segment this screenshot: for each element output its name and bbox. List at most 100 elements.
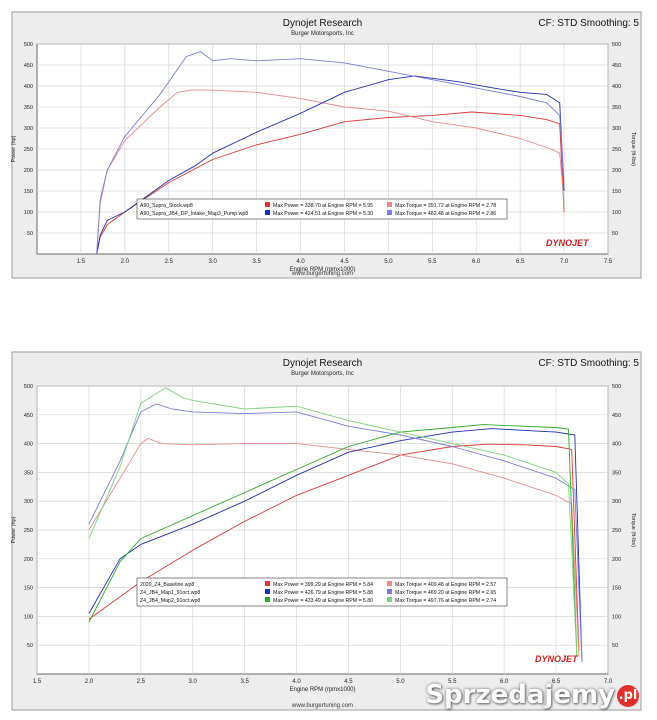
y-tick-label-right: 300 [612, 499, 621, 505]
chart-subtitle: Burger Motorsports, Inc [291, 31, 354, 37]
x-tick-label: 5.0 [396, 679, 405, 685]
y-axis-label-left: Power (hp) [11, 516, 17, 543]
watermark-text: Sprzedajemy [425, 680, 615, 710]
x-axis-label: Engine RPM (rpmx1000) [289, 267, 355, 273]
x-tick-label: 1.5 [77, 259, 86, 265]
legend-power-swatch [265, 202, 270, 207]
x-tick-label: 7.5 [604, 259, 613, 265]
legend-box [136, 577, 508, 607]
chart-title: Dynojet Research [283, 18, 362, 29]
series-line [88, 387, 578, 657]
y-tick-label-right: 400 [612, 84, 621, 90]
x-tick-label: 4.5 [340, 259, 349, 265]
y-tick-label-right: 350 [612, 105, 621, 111]
sprzedajemy-watermark: Sprzedajemy .pl [425, 680, 639, 710]
x-tick-label: 4.0 [296, 259, 305, 265]
x-tick-label: 7.0 [604, 679, 613, 685]
legend-max-power: Max Power = 424.51 at Engine RPM = 5.30 [273, 211, 373, 217]
legend-run-name: Z4_JB4_Map2_91oct.wp8 [140, 598, 200, 604]
y-tick-label-left: 150 [24, 586, 33, 592]
legend-max-torque: Max Torque = 482.48 at Engine RPM = 2.86 [395, 211, 496, 217]
x-tick-label: 4.0 [292, 679, 301, 685]
y-axis-label-left: Power (hp) [11, 135, 17, 162]
dyno-chart-panel-top: Dynojet Research Burger Motorsports, Inc C… [0, 0, 657, 290]
legend-torque-swatch [387, 581, 392, 586]
y-tick-label-left: 350 [24, 105, 33, 111]
y-tick-label-right: 250 [612, 147, 621, 153]
chart-footer: www.burgertuning.com [291, 703, 353, 709]
y-axis-label-right: Torque (ft-lbs) [630, 132, 636, 166]
x-tick-label: 6.5 [552, 679, 561, 685]
legend-run-name: 2020_Z4_Baseline.wp8 [140, 582, 194, 588]
legend-max-torque: Max Torque = 497.76 at Engine RPM = 2.74 [395, 598, 496, 604]
y-tick-label-left: 400 [24, 84, 33, 90]
y-tick-label-right: 50 [612, 231, 618, 237]
series-line [96, 89, 565, 255]
dyno-chart-bottom: Dynojet Research Burger Motorsports, Inc C… [11, 351, 642, 711]
y-tick-label-right: 100 [612, 210, 621, 216]
y-tick-label-left: 500 [24, 384, 33, 390]
y-tick-label-left: 100 [24, 210, 33, 216]
y-tick-label-right: 200 [612, 168, 621, 174]
y-tick-label-left: 200 [24, 168, 33, 174]
legend-max-torque: Max Torque = 391.72 at Engine RPM = 2.78 [395, 203, 496, 209]
chart-legend: 2020_Z4_Baseline.wp8 Max Power = 399.29 a… [136, 577, 508, 607]
y-tick-label-right: 100 [612, 614, 621, 620]
y-tick-label-right: 300 [612, 126, 621, 132]
x-tick-label: 1.5 [33, 679, 42, 685]
x-tick-label: 5.0 [384, 259, 393, 265]
x-tick-label: 6.0 [500, 679, 509, 685]
dynojet-logo: DYNOJET [535, 654, 579, 664]
legend-run-name: A90_Supra_Stock.wp8 [140, 203, 193, 209]
chart-subtitle: Burger Motorsports, Inc [291, 371, 354, 377]
chart-legend: A90_Supra_Stock.wp8 Max Power = 338.70 at… [136, 198, 508, 220]
dyno-chart-panel-bottom: Dynojet Research Burger Motorsports, Inc C… [0, 340, 657, 720]
legend-max-power: Max Power = 426.79 at Engine RPM = 5.88 [273, 590, 373, 596]
legend-max-power: Max Power = 338.70 at Engine RPM = 5.95 [273, 203, 373, 209]
x-tick-label: 2.5 [165, 259, 174, 265]
chart-title: Dynojet Research [283, 358, 362, 369]
y-tick-label-right: 500 [612, 384, 621, 390]
x-tick-label: 3.5 [252, 259, 261, 265]
legend-run-name: A90_Supra_JB4_DP_Intake_Map3_Pump.wp8 [140, 211, 248, 217]
y-tick-label-right: 200 [612, 557, 621, 563]
y-axis-label-right: Torque (ft-lbs) [630, 513, 636, 547]
chart-header-right: CF: STD Smoothing: 5 [538, 18, 639, 29]
y-tick-label-right: 50 [612, 643, 618, 649]
x-tick-label: 6.0 [472, 259, 481, 265]
legend-torque-swatch [387, 589, 392, 594]
y-tick-label-left: 50 [27, 231, 33, 237]
y-tick-label-right: 450 [612, 413, 621, 419]
x-tick-label: 5.5 [428, 259, 437, 265]
legend-max-power: Max Power = 399.29 at Engine RPM = 5.84 [273, 582, 373, 588]
x-tick-label: 3.0 [189, 679, 198, 685]
legend-power-swatch [265, 210, 270, 215]
dyno-chart-top: Dynojet Research Burger Motorsports, Inc C… [11, 11, 642, 279]
series-line [96, 75, 565, 255]
series-line [88, 437, 580, 657]
x-tick-label: 7.0 [560, 259, 569, 265]
series-line [88, 428, 583, 663]
series-line [96, 51, 565, 255]
legend-max-torque: Max Torque = 409.48 at Engine RPM = 2.57 [395, 582, 496, 588]
y-tick-label-left: 250 [24, 147, 33, 153]
legend-torque-swatch [387, 597, 392, 602]
y-tick-label-left: 450 [24, 413, 33, 419]
legend-torque-swatch [387, 202, 392, 207]
legend-max-torque: Max Torque = 469.20 at Engine RPM = 2.65 [395, 590, 496, 596]
chart-header-right: CF: STD Smoothing: 5 [538, 358, 639, 369]
y-tick-label-right: 450 [612, 63, 621, 69]
legend-power-swatch [265, 589, 270, 594]
x-tick-label: 5.5 [448, 679, 457, 685]
x-tick-label: 2.0 [121, 259, 130, 265]
y-tick-label-left: 150 [24, 189, 33, 195]
x-tick-label: 6.5 [516, 259, 525, 265]
y-tick-label-right: 250 [612, 528, 621, 534]
dynojet-logo: DYNOJET [546, 238, 590, 248]
y-tick-label-left: 300 [24, 126, 33, 132]
y-tick-label-right: 500 [612, 42, 621, 48]
y-tick-label-left: 300 [24, 499, 33, 505]
y-tick-label-right: 400 [612, 442, 621, 448]
y-tick-label-left: 100 [24, 614, 33, 620]
x-tick-label: 2.5 [137, 679, 146, 685]
